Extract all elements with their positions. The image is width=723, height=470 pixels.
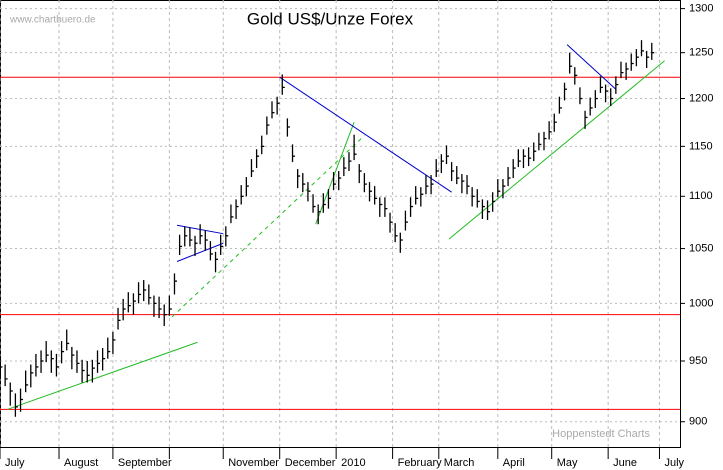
trend-line [176,242,224,262]
x-tick-label: April [503,457,525,469]
y-tick-label: 1150 [689,140,713,152]
trend-line [448,60,665,240]
x-tick-label: August [64,457,98,469]
y-tick-label: 1200 [689,92,713,104]
source: www.chartbuero.de [9,15,96,26]
x-tick-label: September [118,457,172,469]
y-tick-label: 1100 [689,190,713,202]
y-tick-label: 900 [689,416,707,428]
trend-line [315,122,355,225]
y-tick-label: 1050 [689,242,713,254]
x-tick-label: June [613,457,637,469]
chart-title: Gold US$/Unze Forex [247,9,414,28]
x-tick-label: December [285,457,336,469]
y-tick-label: 950 [689,355,707,367]
y-tick-label: 1000 [689,297,713,309]
trend-line [566,44,617,90]
trend-line [279,76,452,193]
credit: Hoppenstedt Charts [552,428,650,440]
x-tick-label: March [444,457,475,469]
y-tick-label: 1250 [689,47,713,59]
x-tick-label: 2010 [341,457,365,469]
x-tick-label: July [5,457,25,469]
x-tick-label: November [228,457,279,469]
x-tick-label: May [557,457,578,469]
y-tick-label: 1300 [689,3,713,15]
x-tick-label: February [398,457,443,469]
plot-frame [0,0,681,448]
trend-line [7,341,198,410]
x-tick-label: July [664,457,684,469]
